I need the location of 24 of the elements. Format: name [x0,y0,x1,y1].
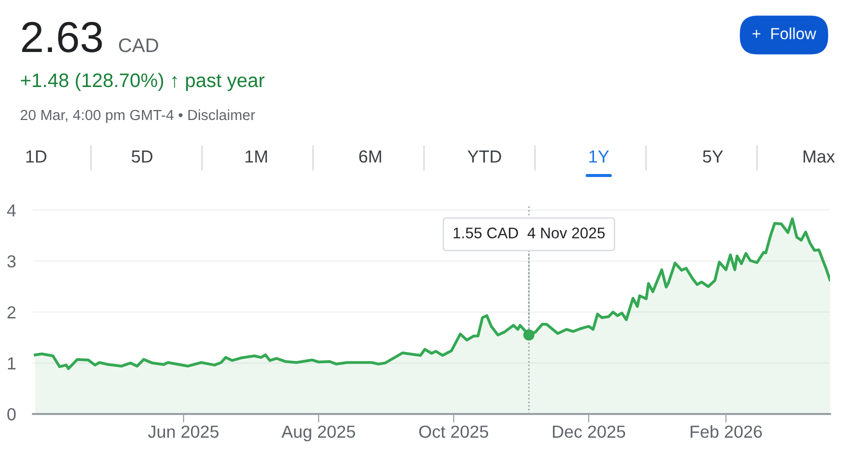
text: Max [804,150,835,163]
annotation: 1.55 CAD 4 Nov 2025 [454,228,605,238]
text: + Follow [752,28,816,40]
text: CAD [118,38,158,52]
chart-subtitle: +1.48 (128.70%) ↑ past year [20,72,264,92]
text: 1Y [589,150,609,162]
text: 20 Mar, 4:00 pm GMT-4 • Disclaimer [20,109,256,124]
y-tick-label: 3 [7,255,16,268]
y-tick-label: 1 [8,357,16,370]
text: 6M [359,150,382,163]
text: 5D [132,150,152,163]
chart-title: 2.63 [22,22,102,52]
text: 5Y [702,150,724,163]
x-tick-label: Feb 2026 [690,425,762,438]
y-tick-label: 4 [7,204,16,216]
text: YTD [468,150,502,162]
text: 1M [246,150,267,162]
y-tick-label: 0 [7,408,16,420]
x-tick-label: Oct 2025 [419,426,488,438]
text: 1D [26,150,46,162]
x-tick-label: Jun 2025 [148,426,219,438]
x-tick-label: Aug 2025 [281,426,356,442]
x-tick-label: Dec 2025 [552,426,626,438]
y-tick-label: 2 [8,306,16,318]
